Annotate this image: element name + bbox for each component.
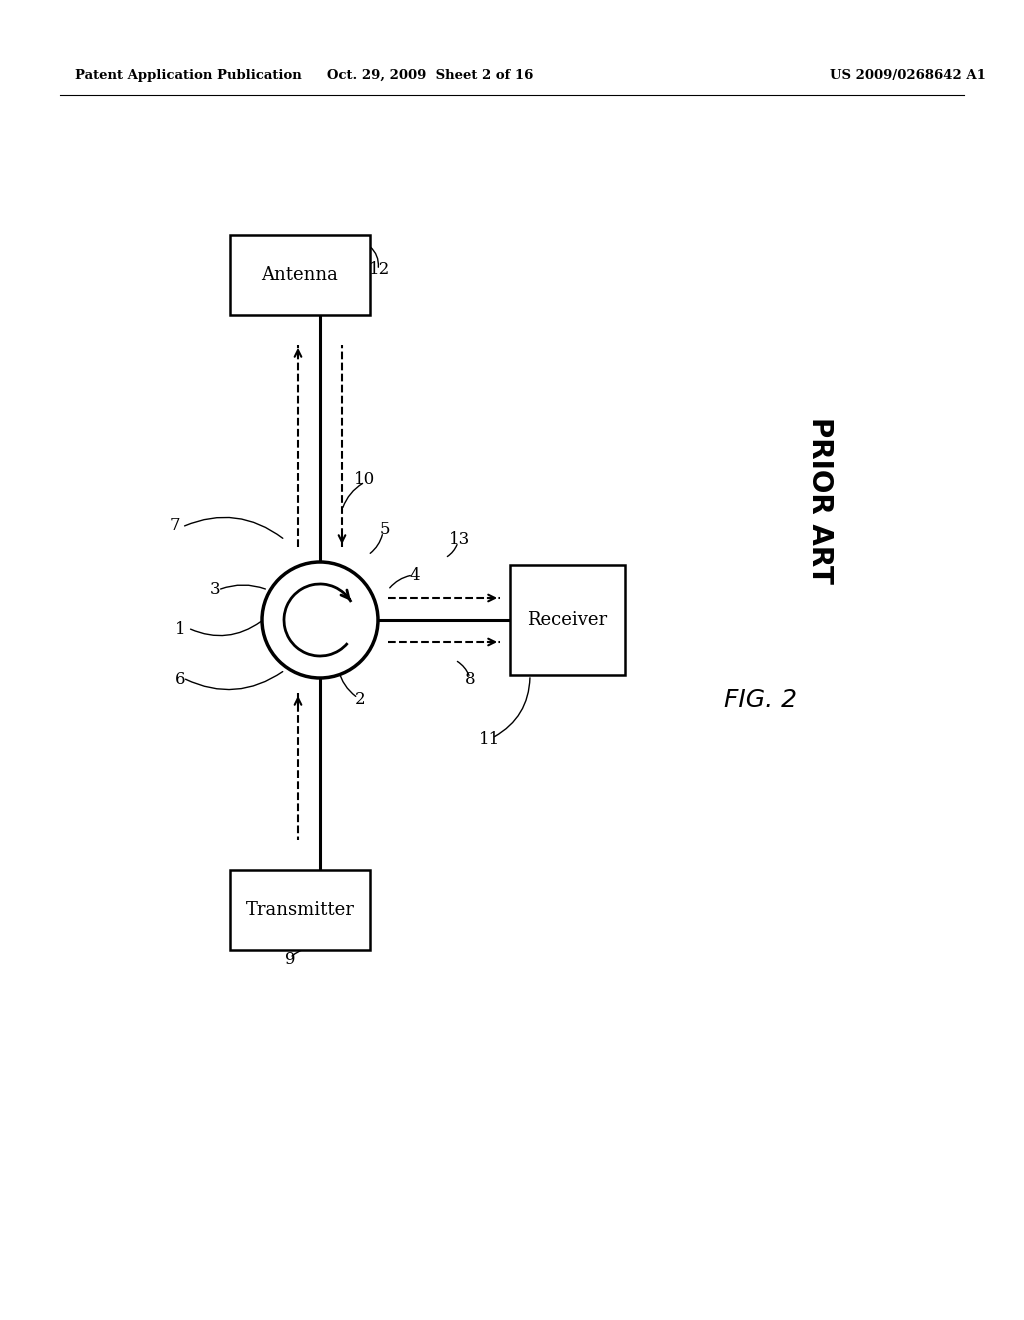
Text: Patent Application Publication: Patent Application Publication [75,69,302,82]
Text: US 2009/0268642 A1: US 2009/0268642 A1 [830,69,986,82]
Bar [510,565,625,675]
Text: 4: 4 [410,566,420,583]
Text: FIG. 2: FIG. 2 [724,688,797,711]
Text: 9: 9 [285,952,295,969]
Text: 5: 5 [380,521,390,539]
Bar [230,235,370,315]
Text: 2: 2 [354,692,366,709]
Text: 13: 13 [450,532,471,549]
Text: Transmitter: Transmitter [246,902,354,919]
Text: 6: 6 [175,672,185,689]
Text: 1: 1 [175,622,185,639]
Text: 11: 11 [479,731,501,748]
Text: Antenna: Antenna [261,267,339,284]
Text: PRIOR ART: PRIOR ART [806,417,834,583]
Text: 8: 8 [465,672,475,689]
Text: 3: 3 [210,582,220,598]
Bar [230,870,370,950]
Text: 7: 7 [170,516,180,533]
Circle shape [262,562,378,678]
Text: Oct. 29, 2009  Sheet 2 of 16: Oct. 29, 2009 Sheet 2 of 16 [327,69,534,82]
Text: Receiver: Receiver [527,611,607,630]
Text: 12: 12 [370,261,390,279]
Text: 10: 10 [354,471,376,488]
